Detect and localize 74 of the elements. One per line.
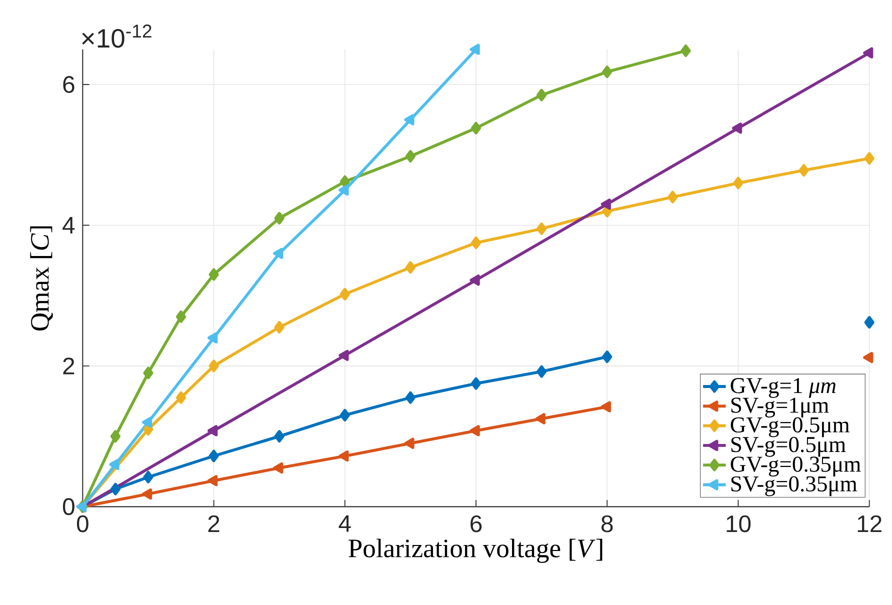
point [470,44,480,55]
point [208,450,219,462]
point [110,482,120,496]
point [602,350,612,363]
point [470,236,482,249]
point [470,424,480,436]
legend-label: SV-g=0.35μm [731,476,858,496]
point [338,350,349,361]
legend-label: GV-g=0.35μm [730,456,861,476]
y-tick-label: 2 [63,357,74,374]
point [340,288,350,300]
point [274,430,284,442]
point [536,222,547,235]
x-tick-label: 10 [726,515,751,532]
point [274,320,284,334]
point [340,175,350,188]
point [404,438,414,449]
point [536,88,547,102]
point [208,268,219,281]
y-tick-label: 0 [62,498,74,515]
y-axis-title: Qmax [C] [30,226,53,330]
point [142,488,152,500]
point [405,261,416,274]
point [732,122,742,134]
point [208,360,219,372]
point [208,332,218,344]
point [176,310,186,323]
point [798,164,809,176]
point [536,365,547,378]
point [109,458,120,470]
x-tick-label: 2 [208,515,220,532]
point [208,424,218,436]
point [273,248,284,259]
legend-label: GV-g=1 μm [730,378,836,398]
point [864,316,874,328]
point [405,391,416,404]
point [470,274,480,286]
point [176,391,186,404]
x-tick-label: 0 [76,515,88,532]
point [864,152,874,164]
point [340,408,350,422]
point [680,44,691,57]
y-tick-label: 4 [62,216,75,234]
point [863,47,874,58]
point [404,114,414,126]
point [110,430,120,442]
x-axis-title: Polarization voltage [V] [348,538,602,563]
point [733,176,744,190]
point [863,352,874,363]
text: ×10$^{-12}$ [82,24,152,48]
legend-label: SV-g=0.5μm [731,436,846,457]
point [600,198,611,210]
point [338,450,349,462]
x-tick-label: 4 [338,515,351,532]
y-tick-label: 6 [63,76,74,93]
x-tick-label: 12 [858,515,882,532]
point [142,416,152,428]
point [405,150,416,162]
point [208,474,218,486]
point [143,366,154,380]
point [273,462,284,474]
x-tick-label: 8 [602,515,613,532]
point [470,122,482,134]
point [668,190,678,204]
legend-label: GV-g=0.5μm [730,417,850,437]
point [274,212,284,224]
point [143,470,154,484]
legend-label: SV-g=1μm [731,397,829,418]
point [470,377,482,390]
point [600,400,611,412]
x-tick-label: 6 [470,515,482,532]
point [535,412,546,424]
point [338,184,349,196]
point [602,65,612,78]
